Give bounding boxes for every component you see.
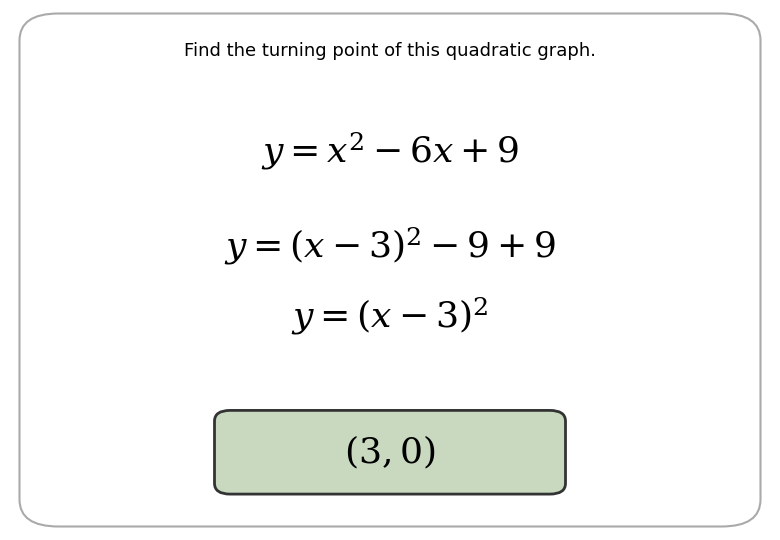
Text: Find the turning point of this quadratic graph.: Find the turning point of this quadratic…: [184, 42, 596, 60]
Text: $y = (x - 3)^2$: $y = (x - 3)^2$: [292, 295, 488, 337]
Text: $(3, 0)$: $(3, 0)$: [344, 434, 436, 470]
Text: $y = x^2 - 6x + 9$: $y = x^2 - 6x + 9$: [261, 130, 519, 172]
Text: $y = (x - 3)^2 - 9 + 9$: $y = (x - 3)^2 - 9 + 9$: [224, 225, 556, 267]
FancyBboxPatch shape: [215, 410, 566, 494]
FancyBboxPatch shape: [20, 14, 760, 526]
